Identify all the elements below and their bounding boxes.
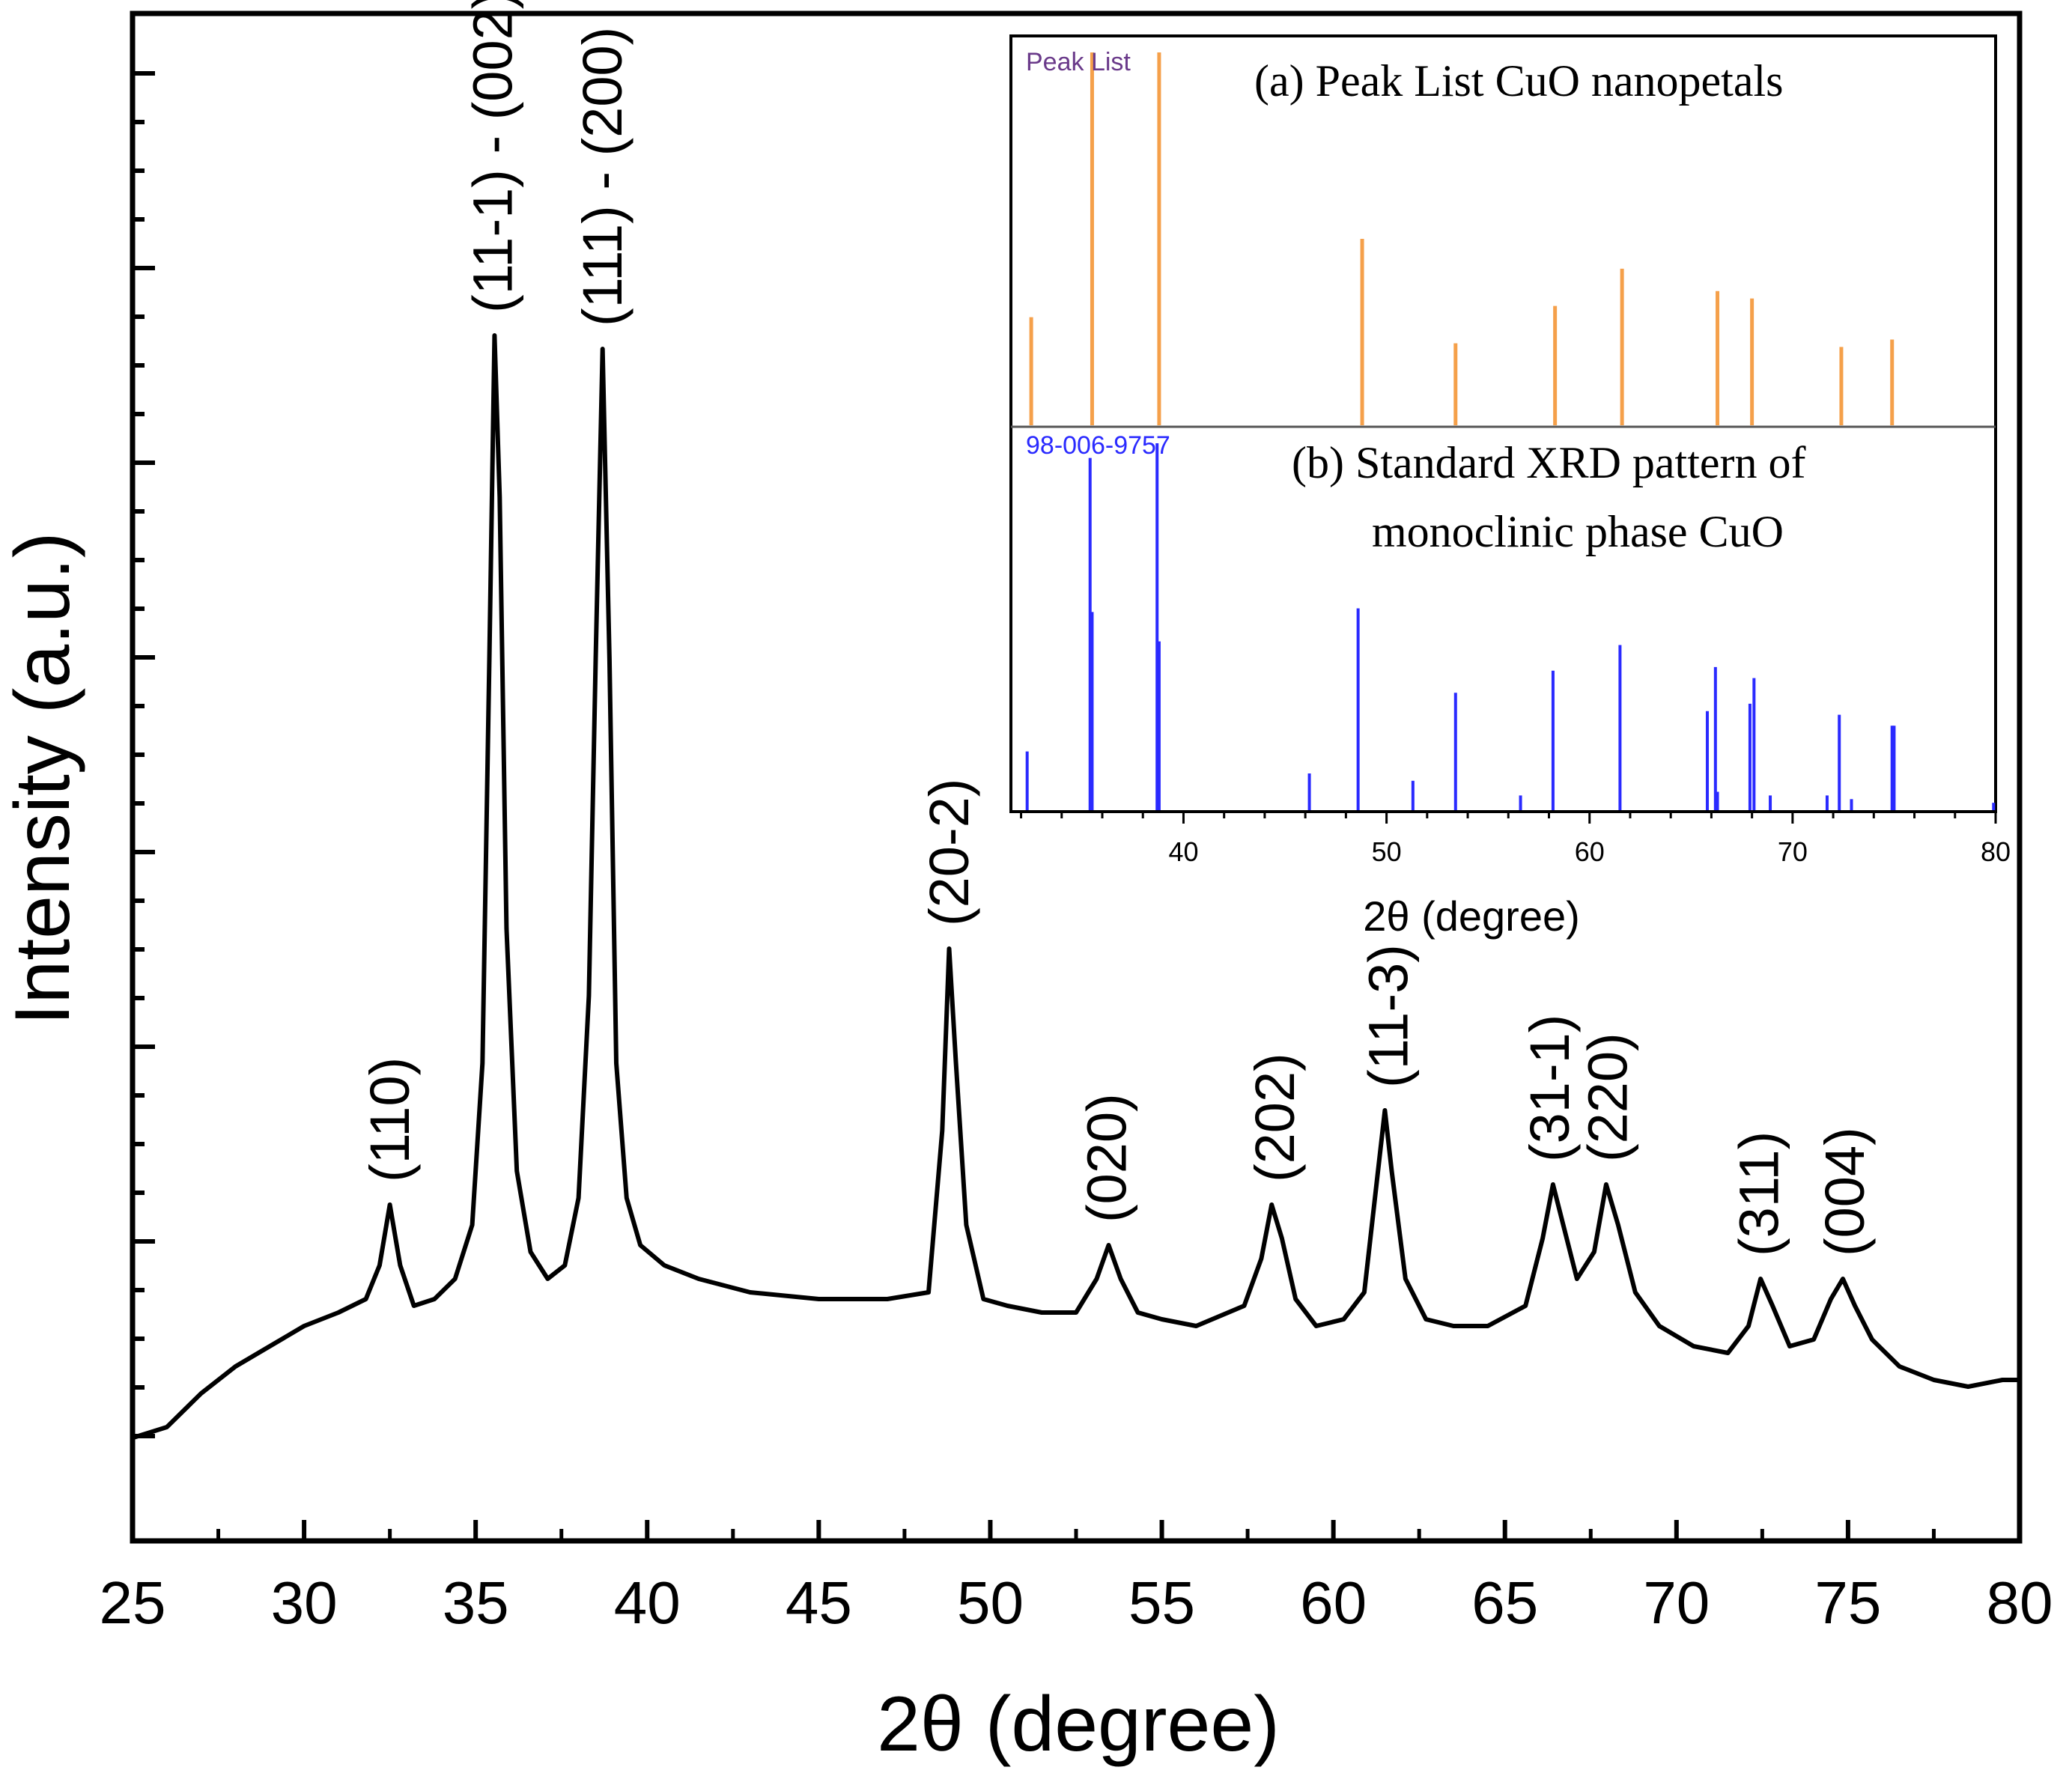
peak-label: (004) xyxy=(1814,1127,1876,1256)
main-series-line xyxy=(132,333,2020,1441)
inset-x-tick-label: 50 xyxy=(1372,836,1402,867)
inset-x-tick-label: 40 xyxy=(1168,836,1198,867)
main-x-axis-title: 2θ (degree) xyxy=(877,1681,1280,1768)
inset-frame xyxy=(1009,34,1997,813)
inset-x-axis: 40 50 60 70 80 xyxy=(1020,812,2011,867)
inset-title-a: (a) Peak List CuO nanopetals xyxy=(1254,56,1784,106)
main-x-tick-label: 30 xyxy=(271,1569,338,1636)
peak-labels: (110) (11-1) - (002) (111) - (200) (20-2) (0… xyxy=(359,0,1876,1256)
peak-label: (202) xyxy=(1244,1053,1306,1182)
main-x-tick-label: 40 xyxy=(614,1569,681,1636)
peak-label: (20-2) xyxy=(918,779,980,926)
main-x-tick-label: 50 xyxy=(957,1569,1024,1636)
inset-reference-tag: 98-006-9757 xyxy=(1026,431,1170,460)
main-x-tick-label: 70 xyxy=(1643,1569,1710,1636)
peak-label: (020) xyxy=(1076,1093,1138,1223)
inset-standard-pattern-bars xyxy=(1025,443,1996,810)
inset-peak-list-bars xyxy=(1029,52,1895,425)
main-x-tick-label: 55 xyxy=(1128,1569,1195,1636)
main-x-tick-label: 60 xyxy=(1300,1569,1367,1636)
inset-x-tick-label: 60 xyxy=(1575,836,1605,867)
inset-peak-list-tag: Peak List xyxy=(1026,48,1131,76)
main-x-tick-label: 65 xyxy=(1471,1569,1538,1636)
inset-x-axis-title: 2θ (degree) xyxy=(1363,892,1580,940)
inset-x-tick-label: 70 xyxy=(1778,836,1808,867)
main-x-axis: 25 30 35 40 45 50 55 60 65 70 75 80 xyxy=(100,1520,2053,1636)
peak-label: (110) xyxy=(359,1057,421,1182)
main-x-tick-label: 35 xyxy=(443,1569,509,1636)
main-x-tick-label: 75 xyxy=(1814,1569,1881,1636)
peak-label: (11-1) - (002) xyxy=(462,0,524,313)
main-y-axis-title: Intensity (a.u.) xyxy=(0,532,86,1026)
peak-label: (11-3) xyxy=(1357,944,1419,1088)
inset-title-b-line2: monoclinic phase CuO xyxy=(1372,507,1784,556)
peak-label: (111) - (200) xyxy=(571,27,634,326)
peak-label: (220) xyxy=(1577,1033,1639,1162)
inset-chart: 40 50 60 70 80 Peak List (a) Peak List CuO n… xyxy=(1009,34,2011,940)
main-y-axis-ticks xyxy=(133,71,155,1438)
main-x-tick-label: 45 xyxy=(786,1569,852,1636)
peak-label: (31-1) xyxy=(1519,1015,1581,1162)
main-x-tick-label: 80 xyxy=(1987,1569,2053,1636)
inset-x-tick-label: 80 xyxy=(1981,836,2011,867)
main-x-tick-label: 25 xyxy=(100,1569,166,1636)
peak-label: (311) xyxy=(1728,1131,1790,1256)
inset-title-b-line1: (b) Standard XRD pattern of xyxy=(1292,438,1806,487)
